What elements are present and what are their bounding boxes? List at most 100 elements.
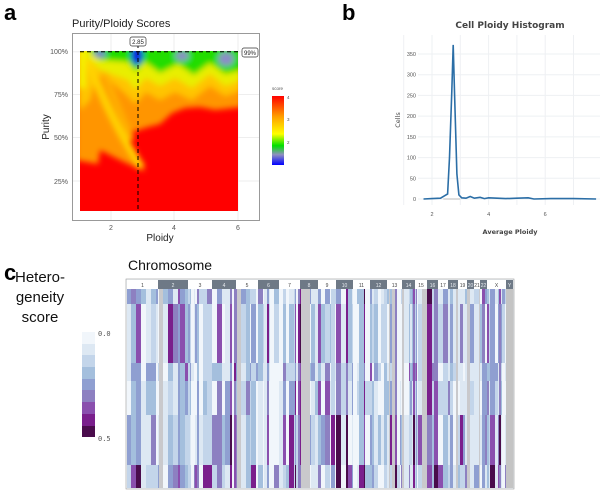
heatmap-cell bbox=[389, 415, 391, 465]
heatmap-cell bbox=[335, 415, 337, 465]
heatmap-cell bbox=[237, 289, 242, 304]
heatmap-cell bbox=[197, 289, 200, 304]
heatmap-cell bbox=[341, 465, 347, 488]
heatmap-cell bbox=[256, 289, 259, 304]
heatmap-cell bbox=[207, 289, 213, 304]
heatmap-cell bbox=[485, 415, 488, 465]
heatmap-cell bbox=[178, 363, 181, 381]
heatmap-cell bbox=[325, 415, 331, 465]
heatmap-cell bbox=[191, 363, 195, 381]
heatmap-cell bbox=[163, 304, 169, 363]
heatmap-cell bbox=[156, 465, 159, 488]
heatmap-cell bbox=[498, 363, 500, 381]
heatmap-cell bbox=[197, 415, 200, 465]
heatmap-cell bbox=[151, 465, 157, 488]
heatmap-cell bbox=[246, 465, 251, 488]
heatmap-cell bbox=[397, 304, 401, 363]
heatmap-cell bbox=[203, 381, 208, 415]
y-axis-label: Purity bbox=[41, 114, 52, 140]
heatmap-cell bbox=[296, 363, 299, 381]
heatmap-cell bbox=[438, 363, 444, 381]
heatmap-cell bbox=[474, 465, 480, 488]
heatmap-cell bbox=[173, 465, 179, 488]
heatmap-cell bbox=[283, 304, 287, 363]
legend-swatch bbox=[82, 355, 95, 368]
histogram-line bbox=[423, 44, 597, 200]
heatmap-cell bbox=[465, 465, 468, 488]
heatmap-cell bbox=[236, 363, 238, 381]
heatmap-cell bbox=[296, 289, 299, 304]
heatmap-cell bbox=[460, 304, 464, 363]
heatmap-cell bbox=[381, 381, 385, 415]
heatmap-cell bbox=[195, 289, 198, 304]
heatmap-cell bbox=[146, 363, 152, 381]
y-tick: 250 bbox=[407, 93, 416, 99]
heatmap-cell bbox=[222, 289, 226, 304]
heatmap-cell bbox=[352, 415, 354, 465]
colorbar-tick: 3 bbox=[287, 117, 290, 122]
heatmap-cell bbox=[310, 465, 312, 488]
chromosome-label: 5 bbox=[246, 283, 249, 289]
heatmap-cell bbox=[387, 289, 390, 304]
heatmap-cell bbox=[286, 381, 290, 415]
heatmap-cell bbox=[251, 289, 257, 304]
heatmap-cell bbox=[141, 304, 147, 363]
heatmap-cell bbox=[195, 381, 198, 415]
heatmap-cell bbox=[131, 415, 137, 465]
heatmap-cell bbox=[279, 381, 284, 415]
heatmap-cell bbox=[392, 289, 396, 304]
legend-swatch bbox=[82, 390, 95, 403]
heatmap-cell bbox=[335, 465, 337, 488]
heatmap-cell bbox=[417, 289, 419, 304]
heatmap-cell bbox=[250, 304, 252, 363]
heatmap-cell bbox=[212, 465, 218, 488]
heatmap-cell bbox=[237, 363, 242, 381]
heatmap-cell bbox=[286, 465, 290, 488]
chromosome-header-21 bbox=[474, 280, 480, 289]
heatmap-cell bbox=[384, 289, 388, 304]
heatmap-cell bbox=[465, 415, 468, 465]
heatmap-cell bbox=[159, 304, 164, 363]
heatmap-cell bbox=[212, 381, 218, 415]
heatmap-cell bbox=[404, 363, 410, 381]
heatmap-cell bbox=[495, 289, 499, 304]
chromosome-header-14 bbox=[402, 280, 415, 289]
heatmap-cell bbox=[413, 289, 416, 304]
heatmap-cell bbox=[283, 381, 287, 415]
heatmap-cell bbox=[246, 415, 251, 465]
heatmap-cell bbox=[236, 381, 238, 415]
heatmap-cell bbox=[251, 415, 257, 465]
heatmap-cell bbox=[163, 289, 169, 304]
heatmap-cell bbox=[298, 289, 301, 304]
heatmap-cell bbox=[372, 415, 375, 465]
heatmap-cell bbox=[370, 415, 373, 465]
heatmap-cell bbox=[330, 289, 332, 304]
chromosome-label: 6 bbox=[267, 283, 270, 289]
chromosome-header-13 bbox=[387, 280, 402, 289]
legend-swatch bbox=[82, 425, 95, 438]
heatmap-cell bbox=[499, 465, 502, 488]
heatmap-cell bbox=[348, 304, 353, 363]
heatmap-cell bbox=[448, 381, 451, 415]
heatmap-cell bbox=[458, 363, 461, 381]
heatmap-cell bbox=[465, 381, 468, 415]
heatmap-cell bbox=[432, 363, 435, 381]
heatmap-cell bbox=[456, 304, 459, 363]
heatmap-cell bbox=[251, 381, 257, 415]
heatmap-cell bbox=[283, 289, 287, 304]
panel-label-b: b bbox=[342, 0, 356, 25]
heatmap-cell bbox=[251, 363, 257, 381]
heatmap-cell bbox=[331, 415, 336, 465]
heatmap-cell bbox=[168, 304, 174, 363]
score-surface bbox=[80, 51, 238, 211]
heatmap-cell bbox=[156, 415, 159, 465]
heatmap-cell bbox=[306, 381, 311, 415]
heatmap-cell bbox=[502, 363, 506, 381]
heatmap-cell bbox=[501, 415, 503, 465]
heatmap-cell bbox=[482, 415, 486, 465]
y-tick: 200 bbox=[407, 114, 416, 120]
heatmap-cell bbox=[207, 465, 213, 488]
heatmap-cell bbox=[427, 289, 433, 304]
heatmap-cell bbox=[258, 415, 264, 465]
heatmap-cell bbox=[190, 304, 192, 363]
